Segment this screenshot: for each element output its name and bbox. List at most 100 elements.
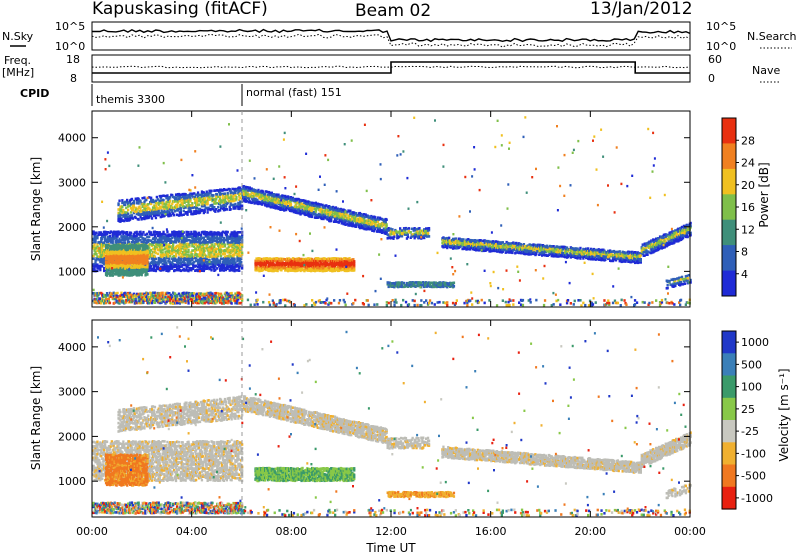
- power-cell: [154, 263, 158, 267]
- power-cell: [418, 227, 421, 230]
- power-cell: [148, 230, 151, 234]
- power-cell: [426, 231, 430, 235]
- power-cell: [148, 235, 151, 239]
- power-cell: [190, 268, 193, 272]
- power-cell: [93, 249, 96, 252]
- power-cell: [188, 245, 191, 248]
- power-cell: [176, 258, 180, 261]
- power-cell: [258, 190, 261, 194]
- power-cell: [180, 213, 183, 217]
- power-cell: [179, 261, 182, 265]
- power-cell: [175, 268, 179, 272]
- power-cell: [144, 233, 147, 237]
- power-cell: [96, 249, 99, 253]
- power-cell: [146, 208, 149, 212]
- power-cell: [154, 216, 158, 220]
- power-cell: [195, 264, 198, 268]
- power-cell: [168, 251, 171, 254]
- freq-panel: Freq. [MHz] 18 8 60 0 Nave: [2, 53, 780, 85]
- power-cell: [187, 257, 190, 260]
- power-cell: [180, 252, 183, 256]
- power-cell: [173, 269, 177, 272]
- power-cell: [94, 261, 97, 265]
- power-cell: [171, 240, 174, 243]
- power-cell: [111, 239, 114, 243]
- power-cell: [223, 192, 227, 195]
- power-cell: [101, 246, 104, 250]
- power-cell: [140, 235, 143, 238]
- power-cell: [99, 268, 102, 272]
- power-cell: [219, 248, 223, 252]
- power-cell: [177, 245, 181, 248]
- power-cell: [168, 269, 171, 272]
- power-cell: [93, 252, 96, 256]
- power-cell: [183, 237, 186, 240]
- power-cell: [106, 231, 110, 234]
- beam-title: Beam 02: [355, 1, 431, 21]
- power-cell: [159, 249, 162, 252]
- power-cell: [153, 247, 157, 250]
- power-cell: [238, 269, 241, 272]
- power-cell: [193, 245, 196, 248]
- power-cell: [156, 265, 159, 269]
- power-cell: [168, 257, 171, 261]
- power-cell: [241, 267, 244, 270]
- power-cell: [217, 205, 220, 209]
- power-cell: [189, 241, 192, 244]
- nave-series: [91, 65, 691, 69]
- power-cell: [153, 260, 157, 264]
- power-cell: [99, 260, 102, 264]
- power-cell: [139, 230, 142, 234]
- power-cell: [98, 249, 101, 252]
- power-cell: [121, 199, 124, 202]
- power-cell: [185, 267, 188, 271]
- power-cell: [176, 249, 180, 252]
- power-cell: [184, 263, 187, 267]
- power-cell: [219, 259, 222, 263]
- power-cell: [174, 252, 178, 256]
- power-cell: [169, 254, 172, 258]
- power-cell: [226, 230, 229, 234]
- power-cell: [135, 237, 138, 240]
- power-cell: [95, 246, 98, 250]
- power-cell: [122, 232, 125, 236]
- power-cell: [156, 267, 159, 271]
- power-cell: [400, 231, 404, 235]
- power-cell: [103, 266, 106, 270]
- power-cell: [132, 199, 135, 203]
- power-cell: [163, 263, 166, 267]
- power-cell: [161, 248, 164, 252]
- power-cell: [115, 236, 118, 240]
- power-cell: [190, 262, 193, 266]
- power-cell: [158, 259, 161, 262]
- power-cell: [198, 247, 202, 250]
- power-cell: [157, 212, 160, 215]
- power-cell: [231, 231, 234, 234]
- power-cell: [187, 248, 190, 252]
- power-cell: [159, 260, 162, 264]
- power-cell: [165, 243, 168, 246]
- power-cell: [99, 250, 102, 254]
- power-cell: [195, 243, 198, 246]
- power-cell: [241, 243, 244, 246]
- power-cell: [117, 239, 120, 243]
- power-cell: [179, 258, 182, 262]
- power-cell: [185, 237, 188, 241]
- power-cell: [235, 195, 238, 199]
- power-cell: [182, 235, 185, 238]
- power-cell: [195, 238, 198, 242]
- power-cell: [152, 259, 156, 262]
- power-cell: [187, 250, 190, 254]
- power-cell: [109, 241, 112, 244]
- power-cell: [172, 262, 175, 266]
- power-cell: [393, 235, 396, 239]
- power-cell: [149, 242, 152, 246]
- power-cell: [149, 251, 152, 254]
- power-cell: [146, 254, 149, 257]
- power-cell: [171, 257, 174, 260]
- power-cell: [171, 261, 174, 265]
- power-cell: [158, 236, 161, 240]
- power-cell: [101, 249, 104, 252]
- power-cell: [101, 237, 104, 241]
- power-cell: [162, 255, 165, 258]
